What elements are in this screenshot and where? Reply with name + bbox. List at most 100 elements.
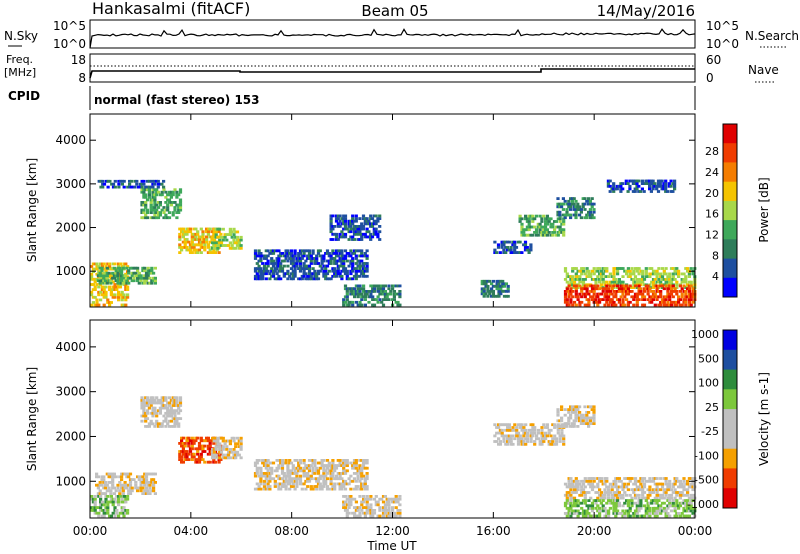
velocity-cell bbox=[343, 495, 348, 498]
velocity-cell bbox=[342, 482, 346, 486]
velocity-cell bbox=[569, 506, 573, 510]
power-cell bbox=[90, 283, 94, 286]
power-cell bbox=[90, 272, 94, 276]
power-cell bbox=[673, 179, 677, 183]
velocity-cell bbox=[567, 482, 571, 486]
power-cell bbox=[171, 211, 175, 214]
velocity-cell bbox=[619, 485, 623, 489]
power-cell bbox=[108, 303, 112, 307]
power-cell bbox=[607, 283, 611, 287]
power-cell bbox=[215, 248, 219, 252]
power-cell bbox=[362, 290, 366, 293]
power-cell bbox=[347, 219, 351, 223]
velocity-ytick-label: 1000 bbox=[55, 474, 86, 488]
velocity-cell bbox=[560, 434, 564, 438]
velocity-cell bbox=[160, 425, 164, 428]
velocity-cell bbox=[147, 398, 151, 402]
velocity-cell bbox=[297, 469, 301, 473]
velocity-cell bbox=[139, 475, 143, 479]
x-axis-label: Time UT bbox=[366, 539, 417, 553]
velocity-cell bbox=[675, 501, 679, 505]
velocity-cell bbox=[570, 411, 574, 414]
power-cell bbox=[642, 287, 647, 291]
velocity-cell bbox=[362, 495, 366, 498]
velocity-cell bbox=[106, 495, 110, 498]
velocity-cell bbox=[651, 477, 656, 480]
velocity-cell bbox=[590, 501, 595, 505]
power-cell bbox=[567, 295, 571, 299]
power-cell bbox=[95, 301, 99, 304]
power-cell bbox=[127, 271, 131, 275]
power-cell bbox=[583, 202, 587, 206]
power-cell bbox=[288, 257, 292, 260]
power-cell bbox=[297, 254, 301, 258]
power-cell bbox=[381, 298, 386, 301]
velocity-cell bbox=[128, 478, 133, 481]
velocity-cell bbox=[253, 474, 258, 478]
velocity-cell bbox=[398, 509, 402, 512]
velocity-cell bbox=[635, 485, 639, 489]
velocity-cell bbox=[201, 458, 205, 461]
velocity-cell bbox=[644, 512, 648, 515]
velocity-cell bbox=[542, 423, 546, 427]
power-cell bbox=[271, 274, 276, 278]
power-cell bbox=[374, 232, 378, 236]
power-cell bbox=[109, 290, 113, 294]
power-cell bbox=[569, 197, 573, 200]
power-cell bbox=[352, 274, 357, 278]
velocity-cell bbox=[504, 423, 508, 427]
power-cell bbox=[525, 225, 529, 229]
velocity-cell bbox=[576, 425, 580, 428]
velocity-cell bbox=[678, 496, 682, 500]
power-cell bbox=[374, 298, 378, 301]
velocity-cell bbox=[95, 506, 99, 509]
velocity-cell bbox=[306, 485, 310, 488]
power-cell bbox=[626, 287, 630, 291]
power-cell bbox=[486, 284, 490, 288]
velocity-cell bbox=[562, 442, 566, 446]
velocity-cell bbox=[363, 485, 367, 488]
power-cell bbox=[262, 254, 267, 258]
velocity-cell bbox=[553, 426, 557, 429]
power-cell bbox=[315, 254, 319, 258]
power-cell bbox=[655, 284, 659, 288]
velocity-cell bbox=[345, 482, 349, 486]
power-cell bbox=[329, 259, 333, 263]
velocity-cell bbox=[167, 419, 172, 423]
power-cell bbox=[621, 280, 625, 284]
power-cell bbox=[166, 198, 170, 202]
power-cell bbox=[617, 280, 621, 284]
velocity-cell bbox=[223, 442, 227, 446]
velocity-cell bbox=[115, 495, 119, 498]
velocity-cell bbox=[655, 496, 659, 500]
power-cell bbox=[561, 202, 565, 206]
velocity-cell bbox=[641, 491, 645, 494]
power-cell bbox=[197, 238, 202, 241]
velocity-cell bbox=[675, 479, 679, 483]
power-cell bbox=[534, 233, 539, 237]
velocity-cell bbox=[587, 411, 591, 414]
velocity-cell bbox=[298, 466, 303, 470]
velocity-cell bbox=[316, 482, 321, 486]
freq-tick-top: 18 bbox=[71, 53, 86, 67]
power-cell bbox=[567, 199, 571, 203]
velocity-cell bbox=[668, 496, 672, 500]
power-cell bbox=[360, 232, 364, 236]
power-cell bbox=[635, 292, 639, 296]
power-cell bbox=[125, 276, 129, 280]
power-cell bbox=[581, 269, 586, 273]
velocity-cell bbox=[102, 481, 106, 484]
power-cell bbox=[140, 188, 144, 192]
velocity-ylabel: Slant Range [km] bbox=[25, 367, 39, 471]
power-cell bbox=[192, 227, 196, 231]
velocity-cell bbox=[343, 479, 348, 483]
power-cell bbox=[644, 269, 648, 273]
power-cell bbox=[525, 217, 529, 221]
velocity-cell bbox=[102, 503, 106, 507]
velocity-cell bbox=[289, 477, 294, 481]
power-cell bbox=[574, 210, 578, 214]
velocity-cell bbox=[121, 489, 125, 493]
power-cell bbox=[578, 269, 582, 273]
power-cell bbox=[93, 267, 97, 271]
power-cell bbox=[329, 214, 333, 218]
